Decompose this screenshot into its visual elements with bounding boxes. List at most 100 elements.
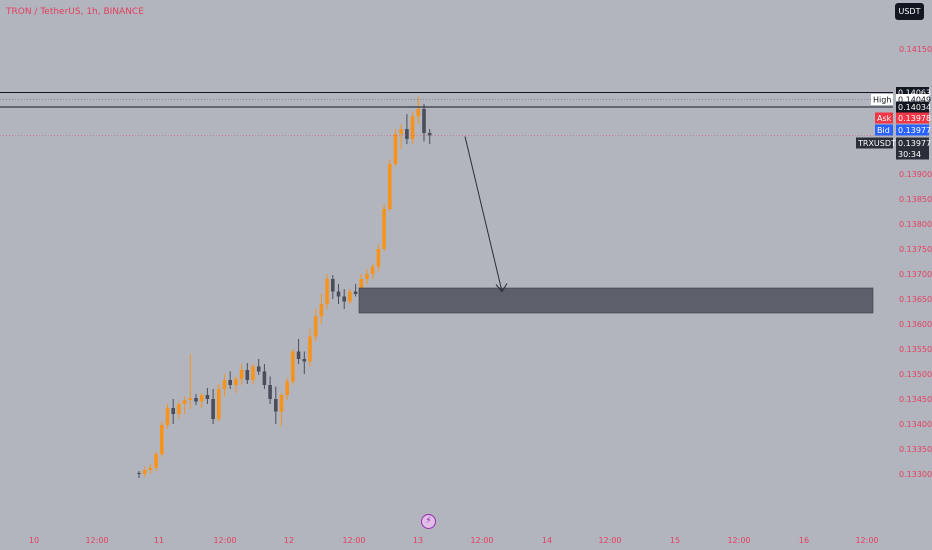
ask-tag-bg <box>875 112 893 124</box>
candle-body <box>291 351 295 382</box>
time-tick-label: 12:00 <box>85 536 108 545</box>
candle-body <box>382 209 386 249</box>
symbol-tag: TRXUSDT <box>857 139 896 148</box>
high-value-bg <box>896 94 929 105</box>
time-tick-label: 15 <box>670 536 680 545</box>
ask-tag: Ask <box>877 114 892 123</box>
time-tick-label: 16 <box>799 536 809 545</box>
candle-body <box>422 109 426 133</box>
candle-body <box>279 395 284 412</box>
candle-body <box>217 389 221 419</box>
price-tick-label: 0.13750 <box>899 245 932 254</box>
countdown-value-bg <box>896 148 929 160</box>
candle-body <box>182 400 187 404</box>
time-tick-label: 12:00 <box>855 536 878 545</box>
candle-body <box>325 279 329 304</box>
candle-body <box>262 371 267 385</box>
candle-body <box>245 370 250 380</box>
candle-body <box>256 366 261 372</box>
candle-body <box>234 379 238 385</box>
price-tick-label: 0.13500 <box>899 370 932 379</box>
candle-body <box>313 316 318 337</box>
price-tick-label: 0.13600 <box>899 320 932 329</box>
candle-body <box>222 380 227 389</box>
candle-body <box>359 279 364 294</box>
time-tick-label: 12:00 <box>470 536 493 545</box>
candle-body <box>410 116 415 139</box>
price-tick-label: 0.13400 <box>899 420 932 429</box>
candle-body <box>239 370 244 379</box>
candle-body <box>342 296 346 302</box>
time-tick-label: 12:00 <box>598 536 621 545</box>
level-top-value: 0.14063 <box>898 89 931 98</box>
candle-body <box>268 385 272 399</box>
candle-body <box>228 380 232 385</box>
candle-body <box>370 266 375 274</box>
bid-tag: Bid <box>877 126 890 135</box>
candle-body <box>285 381 289 395</box>
time-tick-label: 14 <box>542 536 552 545</box>
price-tick-label: 0.13350 <box>899 445 932 454</box>
candle-body <box>251 366 255 380</box>
time-tick-label: 12:00 <box>213 536 236 545</box>
candle-body <box>154 454 158 468</box>
drawings[interactable] <box>0 92 893 314</box>
lightning-icon[interactable]: ⚡ <box>421 514 436 529</box>
high-tag: High <box>873 96 891 105</box>
last-price-value-bg <box>896 137 929 149</box>
price-tick-label: 0.13850 <box>899 195 932 204</box>
demand-zone-rect <box>358 287 874 314</box>
price-tick-label: 0.13450 <box>899 395 932 404</box>
candle-body <box>199 395 204 402</box>
candle-body <box>336 291 341 297</box>
countdown-value: 30:34 <box>898 150 921 159</box>
candle-body <box>393 134 398 164</box>
candle-body <box>427 133 432 136</box>
currency-button[interactable]: USDT <box>895 3 924 20</box>
arrow-line <box>464 136 503 292</box>
price-tick-label: 0.13700 <box>899 270 932 279</box>
time-tick-label: 12:00 <box>342 536 365 545</box>
price-tick-label: 0.13300 <box>899 470 932 479</box>
bid-value: 0.13977 <box>898 126 931 135</box>
arrow-head <box>495 283 508 293</box>
candle-body <box>348 291 352 302</box>
time-tick-label: 13 <box>413 536 423 545</box>
price-tick-label: 0.13550 <box>899 345 932 354</box>
bid-value-bg <box>896 124 929 136</box>
symbol-title[interactable]: TRON / TetherUS, 1h, BINANCE <box>6 7 144 17</box>
time-tick-label: 12 <box>284 536 294 545</box>
candle-body <box>165 408 170 425</box>
candle-body <box>171 408 175 414</box>
candle-body <box>188 398 193 400</box>
time-tick-label: 12:00 <box>727 536 750 545</box>
candle-body <box>376 249 381 267</box>
level-second-value: 0.14034 <box>898 103 931 112</box>
price-tick-label: 0.14150 <box>899 45 932 54</box>
candle-body <box>142 470 147 474</box>
high-tag-bg <box>871 94 893 105</box>
ask-value: 0.13978 <box>898 114 931 123</box>
candles <box>137 96 432 478</box>
candle-body <box>405 129 409 139</box>
candle-body <box>365 274 369 279</box>
candle-body <box>319 304 324 317</box>
candle-body <box>160 425 164 454</box>
candle-body <box>194 398 198 402</box>
candle-body <box>296 351 301 359</box>
ask-value-bg <box>896 112 929 124</box>
candle-body <box>388 164 392 209</box>
level-second-value-bg <box>896 101 929 113</box>
symbol-tag-bg <box>856 137 893 149</box>
last-price-value: 0.13977 <box>898 139 931 148</box>
candle-body <box>211 399 215 419</box>
candle-body <box>308 336 312 362</box>
time-tick-label: 10 <box>29 536 39 545</box>
candle-body <box>331 279 335 292</box>
price-tick-label: 0.13800 <box>899 220 932 229</box>
high-value: 0.14049 <box>898 96 931 105</box>
time-tick-label: 11 <box>154 536 164 545</box>
price-tick-label: 0.13900 <box>899 170 932 179</box>
